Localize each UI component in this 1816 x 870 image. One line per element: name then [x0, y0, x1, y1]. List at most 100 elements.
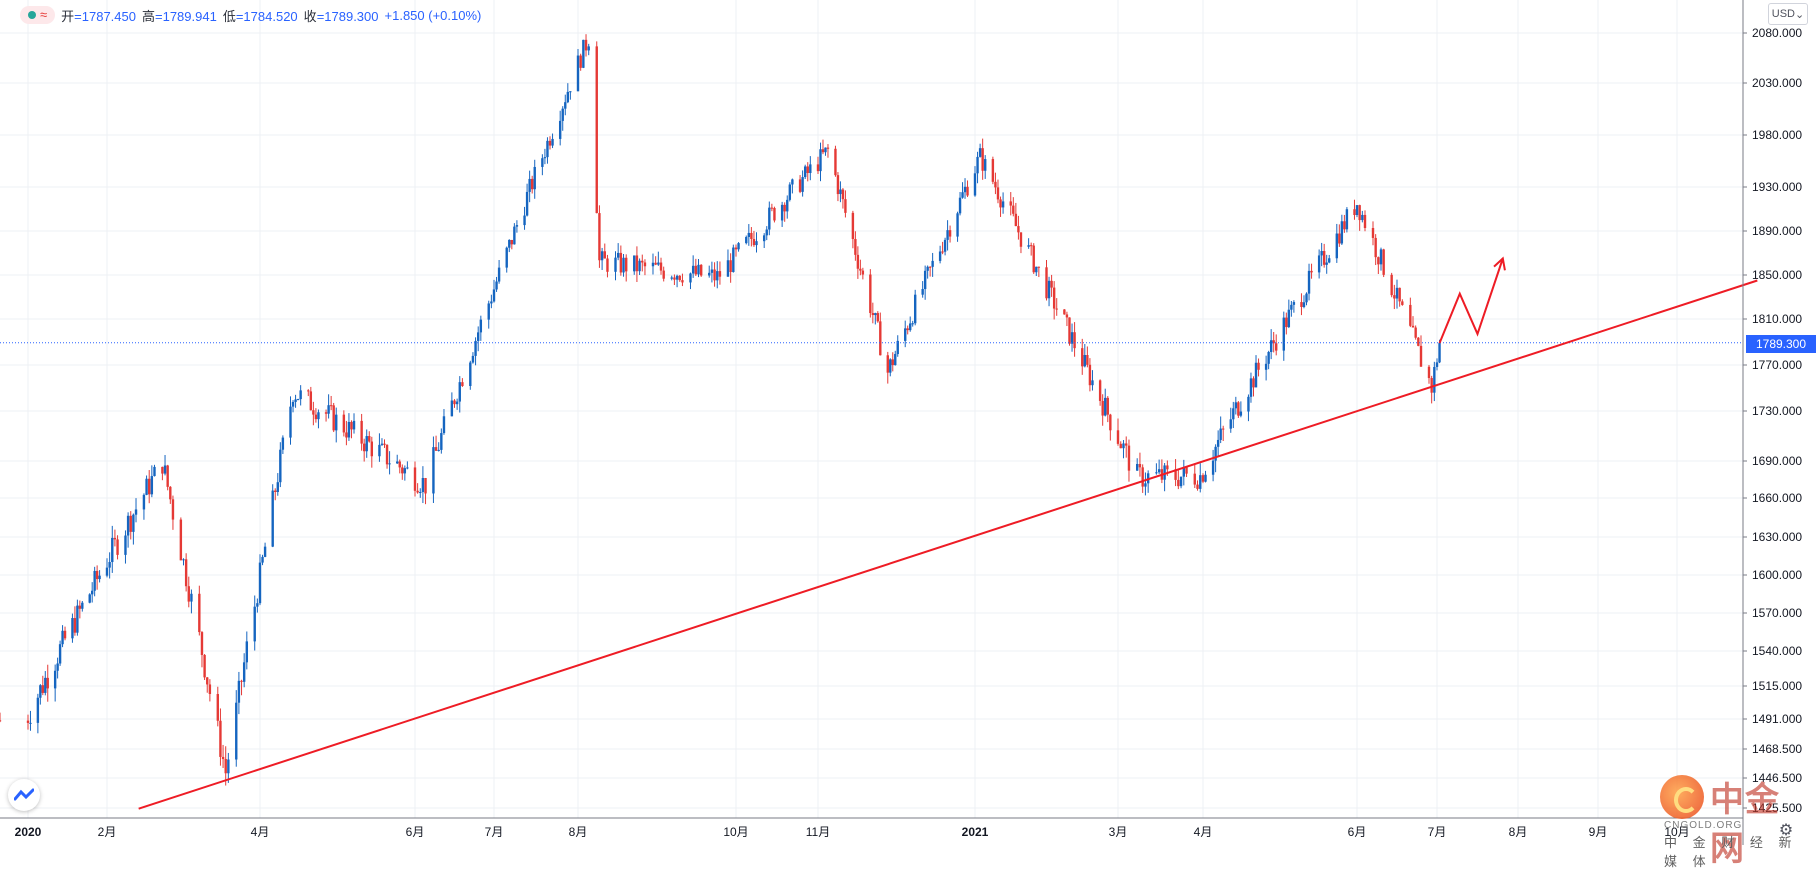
candle-body — [708, 272, 711, 276]
candle-body — [765, 229, 768, 236]
candle-body — [134, 509, 138, 515]
candle-body — [699, 264, 703, 276]
candle-body — [378, 444, 381, 457]
candle-body — [1382, 249, 1385, 275]
candle-body — [1229, 419, 1232, 429]
candle-body — [245, 641, 249, 663]
close-label: 收 — [303, 8, 317, 24]
candle-body — [619, 252, 623, 273]
candle-body — [474, 340, 477, 356]
candle-body — [145, 478, 148, 495]
candle-body — [1125, 443, 1128, 446]
candle-body — [1320, 251, 1323, 256]
candle-body — [1201, 475, 1205, 482]
candle-body — [1355, 205, 1359, 216]
candle-body — [1267, 352, 1270, 364]
candle-body — [1135, 463, 1139, 471]
candle-body — [773, 207, 776, 221]
candle-body — [1045, 267, 1048, 299]
candle-body — [1211, 460, 1215, 475]
candle-body — [752, 238, 756, 246]
candle-body — [1292, 302, 1296, 305]
candle-body — [909, 323, 912, 331]
candle-body — [253, 606, 256, 642]
candle-body — [1144, 483, 1147, 487]
candle-body — [1300, 302, 1303, 307]
tradingview-logo-icon[interactable] — [8, 779, 40, 811]
candle-body — [1264, 363, 1268, 370]
candle-body — [1411, 325, 1415, 328]
y-tick-label: 1730.000 — [1752, 404, 1802, 418]
projection-arrow — [1438, 258, 1504, 344]
candle-body — [1204, 474, 1207, 482]
candle-body — [851, 212, 855, 240]
candle-body — [1106, 397, 1109, 415]
candlestick-chart[interactable]: 2080.000 2030.000 1980.000 1930.000 1890.000… — [0, 0, 1816, 845]
candle-body — [694, 265, 698, 275]
candle-body — [1393, 295, 1396, 299]
candle-body — [401, 467, 404, 474]
candle-body — [1379, 249, 1383, 265]
candle-body — [1409, 304, 1412, 326]
watermark-sub: CNGOLD.ORG — [1664, 820, 1743, 831]
x-tick-label: 9月 — [1589, 825, 1608, 839]
candle-body — [1395, 287, 1399, 299]
x-tick-label: 2月 — [98, 825, 117, 839]
candle-body — [1433, 366, 1436, 393]
candle-body — [1104, 397, 1107, 416]
x-tick-label: 8月 — [1509, 825, 1528, 839]
candle-body — [973, 173, 977, 196]
open-label: 开 — [61, 8, 75, 24]
candle-body — [1001, 201, 1005, 208]
candle-body — [1401, 301, 1404, 305]
candle-body — [1019, 232, 1023, 247]
candle-body — [856, 254, 860, 269]
candle-body — [896, 340, 899, 355]
candle-body — [523, 215, 526, 226]
candle-body — [582, 39, 585, 68]
currency-button[interactable]: USD ⌄ — [1768, 3, 1808, 25]
candle-body — [691, 265, 695, 274]
symbol-pill[interactable]: ≈ — [20, 6, 56, 24]
candle-body — [81, 602, 84, 609]
candle-body — [809, 164, 812, 174]
candle-body — [126, 515, 130, 536]
y-tick-label: 1446.500 — [1752, 771, 1802, 785]
candle-body — [1012, 205, 1015, 214]
candle-body — [113, 537, 117, 540]
candle-body — [406, 467, 409, 469]
candle-body — [546, 140, 549, 158]
candle-body — [39, 685, 42, 698]
candle-body — [836, 175, 840, 195]
market-status-dot-icon — [28, 11, 36, 19]
candle-body — [505, 247, 508, 268]
candle-body — [525, 191, 529, 216]
candle-body — [1166, 465, 1169, 470]
candle-body — [999, 199, 1002, 208]
candle-body — [184, 559, 188, 587]
candle-body — [479, 319, 483, 333]
candle-body — [762, 235, 766, 242]
candle-body — [235, 702, 238, 760]
y-tick-label: 1600.000 — [1752, 568, 1802, 582]
candle-body — [1269, 340, 1273, 353]
x-tick-label: 2020 — [15, 825, 42, 839]
gear-icon[interactable]: ⚙ — [1778, 822, 1794, 839]
candle-body — [469, 362, 472, 386]
candle-body — [495, 281, 498, 290]
candle-body — [938, 251, 942, 261]
candle-body — [1032, 245, 1035, 273]
candle-body — [871, 313, 875, 316]
candle-body — [689, 273, 692, 283]
candle-body — [530, 178, 534, 190]
candle-body — [806, 166, 809, 174]
y-tick-label: 1660.000 — [1752, 491, 1802, 505]
candle-body — [161, 466, 164, 474]
candle-body — [274, 490, 277, 492]
candle-body — [1065, 314, 1069, 318]
candle-body — [413, 467, 417, 491]
y-tick-label: 1850.000 — [1752, 268, 1802, 282]
candle-body — [124, 535, 127, 555]
candle-body — [587, 46, 590, 51]
candle-body — [347, 421, 351, 438]
